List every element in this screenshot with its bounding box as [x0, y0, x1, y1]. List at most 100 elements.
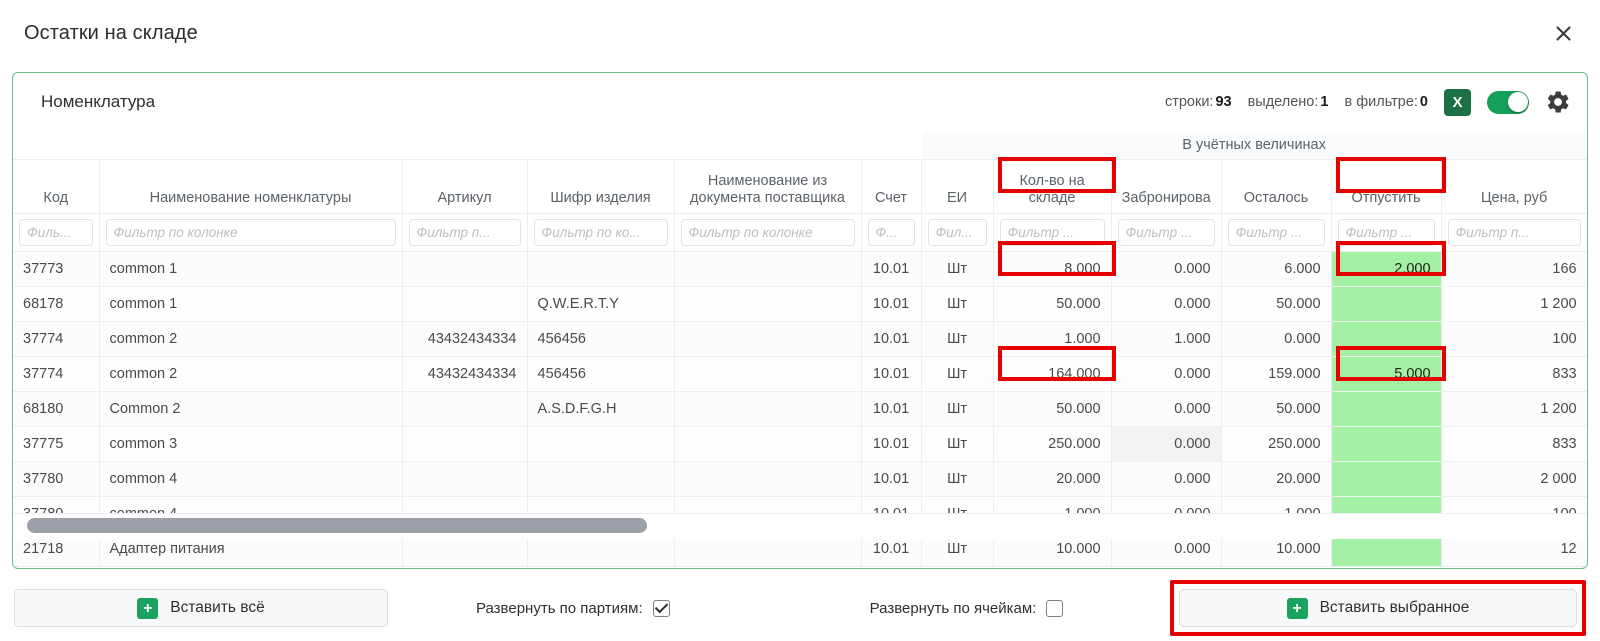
- cell-release[interactable]: [1331, 391, 1442, 427]
- stat-selected: выделено: 1: [1248, 94, 1329, 110]
- col-header-unit[interactable]: ЕИ: [921, 159, 994, 214]
- cell-price: 100: [1441, 321, 1587, 357]
- cell-name: common 1: [99, 286, 403, 322]
- column-filter-row: [13, 213, 1587, 252]
- cell-name: common 1: [99, 251, 403, 287]
- filter-input-cipher[interactable]: [533, 218, 668, 246]
- cell-reserved: 0.000: [1111, 426, 1222, 462]
- cell-release[interactable]: [1331, 461, 1442, 497]
- scrollbar-track[interactable]: [13, 514, 1587, 539]
- cell-reserved: 0.000: [1111, 356, 1222, 392]
- insert-selected-label: Вставить выбранное: [1319, 599, 1470, 616]
- filter-input-price[interactable]: [1447, 218, 1581, 246]
- cell-price: 833: [1441, 356, 1587, 392]
- cell-account: 10.01: [861, 356, 922, 392]
- table-row[interactable]: 37773 common 1 10.01 Шт 8.000 0.000 6.00…: [13, 251, 1587, 287]
- col-header-release[interactable]: Отпустить: [1331, 159, 1442, 214]
- expand-by-cells-group[interactable]: Развернуть по ячейкам:: [870, 599, 1064, 617]
- cell-in-stock: 50.000: [993, 391, 1112, 427]
- close-icon[interactable]: [1548, 18, 1578, 48]
- cell-supplier-name: [674, 426, 862, 462]
- gear-icon[interactable]: [1545, 89, 1571, 115]
- panel-title: Номенклатура: [41, 92, 156, 111]
- stat-selected-value: 1: [1320, 94, 1329, 110]
- filter-input-supplier-name[interactable]: [680, 218, 855, 246]
- cell-code: 37775: [13, 426, 100, 462]
- cell-article: [402, 461, 528, 497]
- col-header-cipher[interactable]: Шифр изделия: [527, 159, 675, 214]
- expand-by-batches-group[interactable]: Развернуть по партиям:: [476, 599, 670, 617]
- cell-unit: Шт: [921, 356, 994, 392]
- col-header-account[interactable]: Счет: [861, 159, 922, 214]
- cell-supplier-name: [674, 286, 862, 322]
- cell-account: 10.01: [861, 321, 922, 357]
- plus-icon: +: [1286, 597, 1308, 619]
- plus-icon: +: [137, 597, 159, 619]
- table-row[interactable]: 68180 Common 2 A.S.D.F.G.H 10.01 Шт 50.0…: [13, 391, 1587, 427]
- table-row[interactable]: 37774 common 2 43432434334 456456 10.01 …: [13, 356, 1587, 392]
- cell-supplier-name: [674, 251, 862, 287]
- cell-release[interactable]: 2.000: [1331, 251, 1442, 287]
- filter-input-release[interactable]: [1337, 218, 1435, 246]
- cell-account: 10.01: [861, 461, 922, 497]
- col-header-reserved[interactable]: Забронирова: [1111, 159, 1222, 214]
- insert-all-button[interactable]: + Вставить всё: [14, 589, 388, 627]
- filter-cell-cipher: [527, 213, 675, 252]
- filter-cell-price: [1441, 213, 1587, 252]
- table-row[interactable]: 68178 common 1 Q.W.E.R.T.Y 10.01 Шт 50.0…: [13, 286, 1587, 322]
- filter-input-article[interactable]: [408, 218, 521, 246]
- filter-toggle[interactable]: [1487, 90, 1529, 114]
- column-header-row: Код Наименование номенклатуры Артикул Ши…: [13, 159, 1587, 214]
- cell-account: 10.01: [861, 391, 922, 427]
- col-header-article[interactable]: Артикул: [402, 159, 528, 214]
- cell-in-stock: 20.000: [993, 461, 1112, 497]
- cell-price: 1 200: [1441, 391, 1587, 427]
- col-header-code[interactable]: Код: [13, 159, 100, 214]
- insert-selected-button[interactable]: + Вставить выбранное: [1179, 589, 1577, 627]
- col-header-in-stock[interactable]: Кол-во на складе: [993, 159, 1112, 214]
- expand-by-batches-checkbox[interactable]: [652, 599, 670, 617]
- export-excel-button[interactable]: X: [1444, 88, 1471, 116]
- cell-in-stock: 1.000: [993, 321, 1112, 357]
- filter-input-unit[interactable]: [927, 218, 987, 246]
- filter-input-in-stock[interactable]: [999, 218, 1105, 246]
- cell-account: 10.01: [861, 426, 922, 462]
- table-row[interactable]: 37775 common 3 10.01 Шт 250.000 0.000 25…: [13, 426, 1587, 462]
- col-header-remaining[interactable]: Осталось: [1221, 159, 1332, 214]
- filter-input-account[interactable]: [867, 218, 915, 246]
- table-row[interactable]: 37780 common 4 10.01 Шт 20.000 0.000 20.…: [13, 461, 1587, 497]
- horizontal-scrollbar[interactable]: [13, 513, 1587, 539]
- cell-release[interactable]: 5.000: [1331, 356, 1442, 392]
- col-header-supplier-name[interactable]: Наименование из документа поставщика: [674, 159, 862, 214]
- table-row[interactable]: 37774 common 2 43432434334 456456 10.01 …: [13, 321, 1587, 357]
- col-header-name[interactable]: Наименование номенклатуры: [99, 159, 403, 214]
- cell-supplier-name: [674, 391, 862, 427]
- filter-cell-release: [1331, 213, 1442, 252]
- filter-input-name[interactable]: [105, 218, 396, 246]
- filter-cell-code: [13, 213, 100, 252]
- cell-supplier-name: [674, 321, 862, 357]
- cell-reserved: 0.000: [1111, 286, 1222, 322]
- filter-input-code[interactable]: [19, 218, 93, 246]
- annotation-box-insert-selected: + Вставить выбранное: [1170, 580, 1586, 636]
- cell-in-stock: 8.000: [993, 251, 1112, 287]
- cell-remaining: 20.000: [1221, 461, 1332, 497]
- filter-input-remaining[interactable]: [1227, 218, 1325, 246]
- window-title: Остатки на складе: [24, 21, 198, 44]
- filter-input-reserved[interactable]: [1117, 218, 1215, 246]
- cell-code: 37780: [13, 461, 100, 497]
- cell-name: common 4: [99, 461, 403, 497]
- group-header-row: В учётных величинах: [13, 131, 1587, 160]
- cell-release[interactable]: [1331, 321, 1442, 357]
- expand-by-cells-checkbox[interactable]: [1046, 599, 1064, 617]
- footer-toolbar: + Вставить всё Развернуть по партиям: Ра…: [0, 575, 1600, 641]
- cell-release[interactable]: [1331, 426, 1442, 462]
- cell-release[interactable]: [1331, 286, 1442, 322]
- cell-article: [402, 251, 528, 287]
- cell-price: 166: [1441, 251, 1587, 287]
- cell-article: [402, 391, 528, 427]
- insert-all-label: Вставить всё: [170, 599, 265, 616]
- stat-rows-label: строки:: [1164, 94, 1214, 110]
- col-header-price[interactable]: Цена, руб: [1441, 159, 1587, 214]
- scrollbar-thumb[interactable]: [27, 518, 647, 533]
